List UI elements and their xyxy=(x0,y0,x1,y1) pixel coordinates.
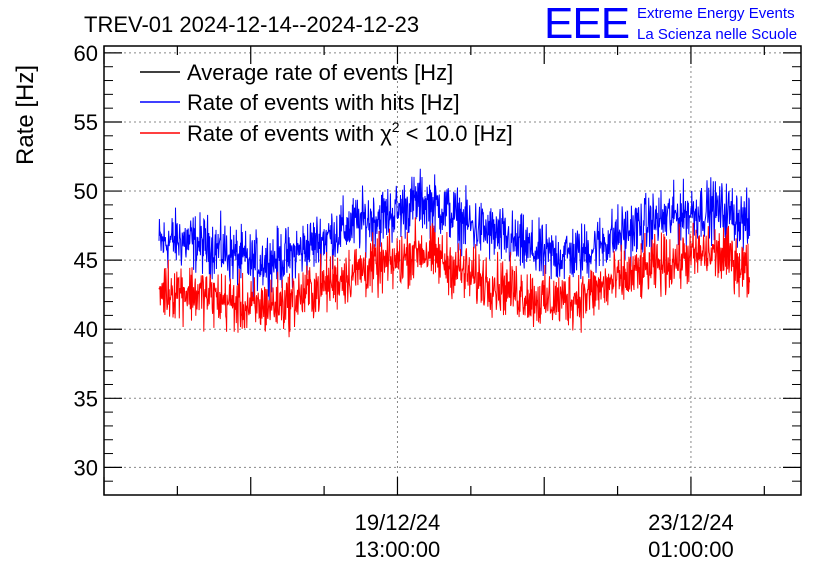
legend-label-hits: Rate of events with hits [Hz] xyxy=(187,90,460,115)
legend-chi2-sup: 2 xyxy=(392,119,400,135)
x-tick-label-date: 19/12/24 xyxy=(355,510,441,535)
series-line-2 xyxy=(158,217,751,338)
y-tick-label: 45 xyxy=(74,248,98,273)
y-tick-label: 60 xyxy=(74,41,98,66)
plot-frame xyxy=(103,45,802,496)
series-layer xyxy=(158,168,751,338)
x-tick-label-time: 01:00:00 xyxy=(648,537,734,562)
x-tick-label-date: 23/12/24 xyxy=(648,510,734,535)
eee-logo-mark: EEE xyxy=(544,0,630,48)
legend: Average rate of events [Hz] Rate of even… xyxy=(140,60,513,146)
y-tick-label: 55 xyxy=(74,110,98,135)
eee-logo-line2: La Scienza nelle Scuole xyxy=(637,26,798,43)
y-axis-label: Rate [Hz] xyxy=(12,65,39,165)
grid-lines xyxy=(104,46,801,495)
legend-label-average: Average rate of events [Hz] xyxy=(187,60,453,85)
legend-label-chi2: Rate of events with χ2 < 10.0 [Hz] xyxy=(187,119,513,146)
y-tick-label: 30 xyxy=(74,455,98,480)
chart-title: TREV-01 2024-12-14--2024-12-23 xyxy=(84,12,419,37)
x-tick-label-time: 13:00:00 xyxy=(355,537,441,562)
y-tick-labels: 30 35 40 45 50 55 60 xyxy=(74,41,98,480)
legend-chi2-pre: Rate of events with χ xyxy=(187,121,392,146)
y-tick-label: 40 xyxy=(74,317,98,342)
eee-logo-line1: Extreme Energy Events xyxy=(637,5,795,22)
legend-chi2-post: < 10.0 [Hz] xyxy=(400,121,513,146)
eee-logo: EEE Extreme Energy Events La Scienza nel… xyxy=(540,2,830,46)
y-tick-label: 35 xyxy=(74,386,98,411)
y-tick-label: 50 xyxy=(74,179,98,204)
axis-ticks xyxy=(103,46,801,496)
